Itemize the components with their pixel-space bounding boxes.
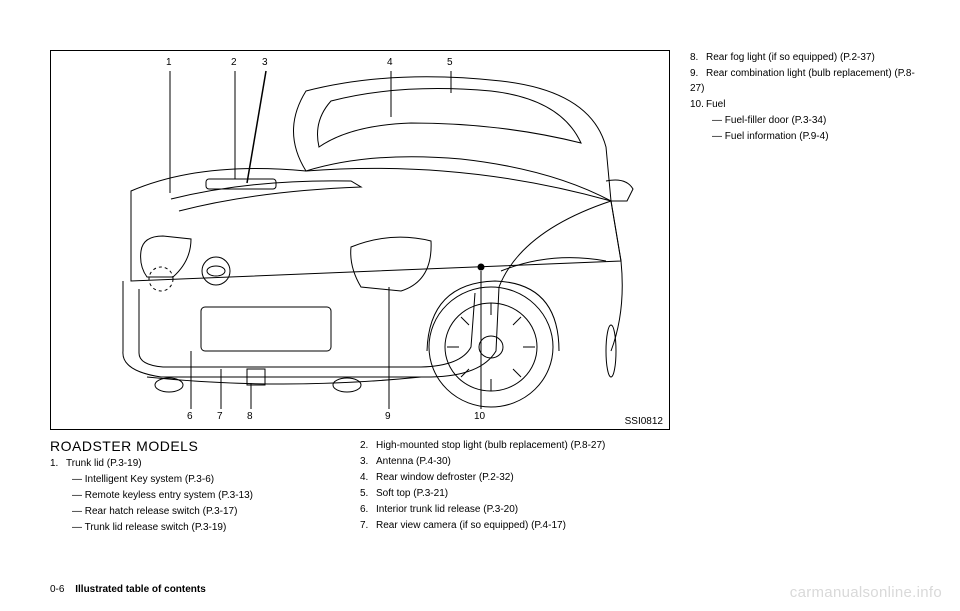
list-item-1: 1.Trunk lid (P.3-19) — [50, 456, 360, 471]
callout-10: 10 — [474, 411, 485, 422]
callout-9: 9 — [385, 411, 391, 422]
callout-8: 8 — [247, 411, 253, 422]
list-subitem: — Intelligent Key system (P.3-6) — [72, 472, 360, 488]
section-title: ROADSTER MODELS — [50, 438, 360, 454]
callout-2: 2 — [231, 57, 237, 68]
list-item-6: 6.Interior trunk lid release (P.3-20) — [360, 502, 670, 517]
list-item-4: 4.Rear window defroster (P.2-32) — [360, 470, 670, 485]
list-column-mid: 2.High-mounted stop light (bulb replacem… — [360, 438, 670, 536]
callout-5: 5 — [447, 57, 453, 68]
callout-4: 4 — [387, 57, 393, 68]
list-item-7: 7.Rear view camera (if so equipped) (P.4… — [360, 518, 670, 533]
list-column-right: 8.Rear fog light (if so equipped) (P.2-3… — [670, 50, 920, 591]
list-column-left: ROADSTER MODELS 1.Trunk lid (P.3-19) — I… — [50, 438, 360, 536]
list-item-2: 2.High-mounted stop light (bulb replacem… — [360, 438, 670, 453]
list-subitem: — Remote keyless entry system (P.3-13) — [72, 488, 360, 504]
page-number: 0-6 — [50, 584, 64, 595]
list-item-8: 8.Rear fog light (if so equipped) (P.2-3… — [690, 50, 920, 65]
list-item-9: 9.Rear combination light (bulb replaceme… — [690, 66, 920, 96]
vehicle-diagram: 1 2 3 4 5 6 7 8 9 10 SSI0812 — [50, 50, 670, 430]
watermark: carmanualsonline.info — [790, 584, 942, 601]
callout-7: 7 — [217, 411, 223, 422]
below-diagram-row: ROADSTER MODELS 1.Trunk lid (P.3-19) — I… — [50, 438, 670, 536]
car-illustration — [51, 51, 669, 429]
page-footer: 0-6 Illustrated table of contents — [50, 584, 206, 595]
left-column: 1 2 3 4 5 6 7 8 9 10 SSI0812 ROADSTER MO… — [50, 50, 670, 591]
list-subitem: — Fuel information (P.9-4) — [712, 129, 920, 145]
list-subitem: — Rear hatch release switch (P.3-17) — [72, 504, 360, 520]
callout-1: 1 — [166, 57, 172, 68]
diagram-code: SSI0812 — [625, 416, 663, 427]
callout-3: 3 — [262, 57, 268, 68]
footer-title: Illustrated table of contents — [75, 584, 206, 595]
page-container: 1 2 3 4 5 6 7 8 9 10 SSI0812 ROADSTER MO… — [0, 0, 960, 611]
list-item-3: 3.Antenna (P.4-30) — [360, 454, 670, 469]
list-subitem: — Fuel-filler door (P.3-34) — [712, 113, 920, 129]
list-item-10: 10.Fuel — [690, 97, 920, 112]
list-item-5: 5.Soft top (P.3-21) — [360, 486, 670, 501]
list-subitem: — Trunk lid release switch (P.3-19) — [72, 520, 360, 536]
callout-6: 6 — [187, 411, 193, 422]
